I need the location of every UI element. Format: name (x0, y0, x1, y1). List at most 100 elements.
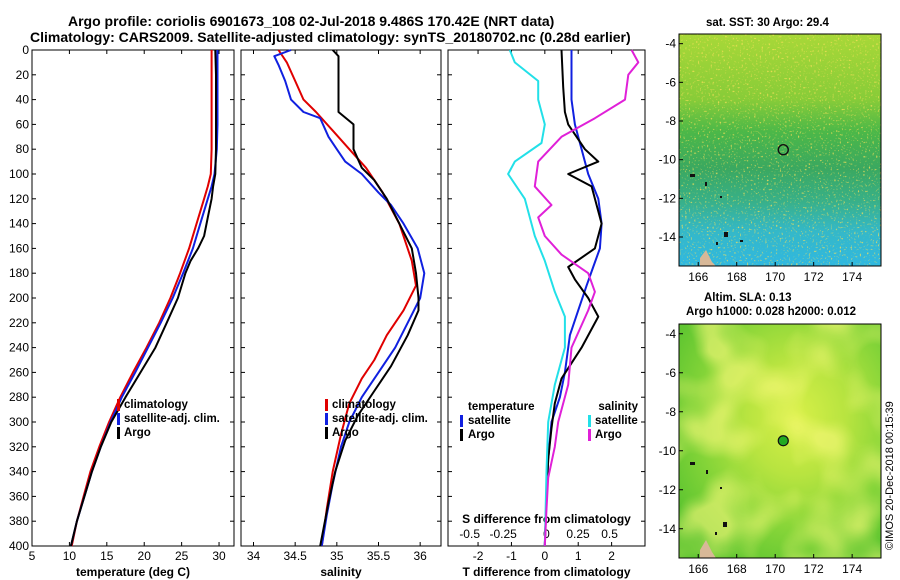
depth-tick-label: 280 (9, 390, 29, 404)
differences-salinity-tick-label: -0.25 (489, 527, 517, 541)
differences-xtick-label: 1 (575, 549, 582, 563)
temperature-xtick-label: 25 (175, 549, 189, 563)
temperature-legend-label: satellite-adj. clim. (124, 413, 220, 425)
sla-argo-point (777, 435, 789, 447)
depth-tick-label: 0 (22, 43, 29, 57)
diff-legend-salinity-swatch (588, 429, 591, 441)
temperature-xtick-label: 5 (29, 549, 36, 563)
slaAxes-lat-tick-label: -10 (659, 444, 677, 458)
salinity-plot-frame (240, 49, 442, 547)
slaAxes-lon-tick-label: 172 (804, 562, 824, 576)
temperature-legend-label: Argo (124, 427, 151, 439)
salinity-legend-swatch (325, 427, 328, 439)
sstAxes-lon-tick-label: 174 (842, 270, 862, 284)
depth-tick-label: 20 (16, 68, 30, 82)
diff-legend-temperature-label: satellite (468, 415, 511, 427)
sst-map: sat. SST: 30 Argo: 29.4 166 168 170 172 174 -… (659, 17, 882, 284)
sstAxes-lat-tick-label: -10 (659, 153, 677, 167)
temperature-legend-swatch (117, 399, 120, 411)
sla-islands (690, 462, 727, 535)
sstAxes-lat-tick-label: -6 (665, 75, 676, 89)
differences-series-t-argo (543, 49, 603, 547)
sla-map-title-line2: Argo h1000: 0.028 h2000: 0.012 (686, 306, 856, 318)
temperature-series-climatology (70, 50, 213, 547)
depth-tick-label: 60 (16, 117, 30, 131)
slaAxes-lat-tick-label: -14 (659, 522, 677, 536)
sla-map-title-line1: Altim. SLA: 0.13 (704, 292, 792, 304)
differences-series-s-satellite (507, 49, 566, 547)
salinity-legend-label: Argo (332, 427, 359, 439)
depth-tick-label: 200 (9, 291, 29, 305)
depth-tick-label: 140 (9, 217, 29, 231)
temperature-xtick-label: 10 (63, 549, 77, 563)
depth-tick-label: 380 (9, 514, 29, 528)
differences-salinity-tick-label: 0.25 (566, 527, 590, 541)
salinity-xlabel: salinity (320, 565, 362, 579)
depth-tick-label: 80 (16, 142, 30, 156)
sst-map-title: sat. SST: 30 Argo: 29.4 (706, 17, 830, 29)
salinity-series-satellite-adj-clim (273, 49, 426, 547)
slaAxes-lat-tick-label: -4 (665, 327, 676, 341)
differences-salinity-tick-label: 0 (543, 527, 550, 541)
differences-xtick-label: -1 (506, 549, 517, 563)
depth-tick-label: 360 (9, 489, 29, 503)
salinity-series-climatology (277, 49, 417, 547)
differences-salinity-tick-label: 0.5 (601, 527, 618, 541)
figure-title-line1: Argo profile: coriolis 6901673_108 02-Ju… (68, 13, 554, 29)
diff-legend-temperature-swatch (460, 429, 463, 441)
diff-legend-temperature-swatch (460, 415, 463, 427)
slaAxes-lon-tick-label: 174 (842, 562, 862, 576)
credit: ©IMOS 20-Dec-2018 00:15:39 (884, 401, 896, 550)
slaAxes-lat-tick-label: -8 (665, 405, 676, 419)
depth-tick-label: 320 (9, 440, 29, 454)
slaAxes-lat-tick-label: -12 (659, 483, 677, 497)
depth-tick-label: 180 (9, 266, 29, 280)
diff-legend-salinity-label: satellite (595, 415, 638, 427)
diff-legend-temperature-label: Argo (468, 429, 495, 441)
slaAxes-frame (678, 323, 882, 559)
sstAxes-lon-tick-label: 172 (804, 270, 824, 284)
sstAxes-lon-tick-label: 166 (688, 270, 708, 284)
temperature-xtick-label: 20 (138, 549, 152, 563)
depth-tick-label: 120 (9, 192, 29, 206)
sstAxes-lat-tick-label: -4 (665, 37, 676, 51)
figure-title-line2: Climatology: CARS2009. Satellite-adjuste… (30, 29, 631, 45)
salinity-xtick-label: 35.5 (367, 549, 391, 563)
salinity-xtick-label: 34.5 (283, 549, 307, 563)
temperature-legend-swatch (117, 427, 120, 439)
sla-landmass (700, 540, 716, 558)
depth-tick-label: 300 (9, 415, 29, 429)
sstAxes-lon-tick-label: 168 (727, 270, 747, 284)
sst-map-texture (679, 34, 881, 266)
salinity-xtick-label: 34 (247, 549, 261, 563)
slaAxes-lat-tick-label: -6 (665, 366, 676, 380)
sstAxes-lat-tick-label: -8 (665, 114, 676, 128)
diff-legend-salinity-swatch (588, 415, 591, 427)
sstAxes-lon-tick-label: 170 (765, 270, 785, 284)
salinity-xtick-label: 35 (330, 549, 344, 563)
sst-landmass (700, 250, 716, 266)
slaAxes-lon-tick-label: 166 (688, 562, 708, 576)
depth-tick-label: 100 (9, 167, 29, 181)
temperature-xtick-label: 15 (100, 549, 114, 563)
diff-legend-temperature-heading: temperature (468, 401, 534, 413)
depth-tick-label: 260 (9, 365, 29, 379)
differences-xtick-label: -2 (473, 549, 484, 563)
differences-xtick-label: 2 (608, 549, 615, 563)
salinity-series-argo (319, 49, 420, 547)
differences-xtick-label: 0 (541, 549, 548, 563)
depth-tick-label: 240 (9, 341, 29, 355)
salinity-xtick-label: 36 (413, 549, 427, 563)
diff-legend-salinity-label: Argo (595, 429, 622, 441)
temperature-legend-swatch (117, 413, 120, 425)
salinity-legend-swatch (325, 413, 328, 425)
temperature-series-argo (69, 49, 217, 547)
slaAxes-lon-tick-label: 170 (765, 562, 785, 576)
sstAxes-lat-tick-label: -14 (659, 230, 677, 244)
salinity-legend-swatch (325, 399, 328, 411)
differences-salinity-tick-label: -0.5 (459, 527, 480, 541)
depth-tick-label: 220 (9, 316, 29, 330)
diff-legend-salinity-heading: salinity (598, 401, 638, 413)
